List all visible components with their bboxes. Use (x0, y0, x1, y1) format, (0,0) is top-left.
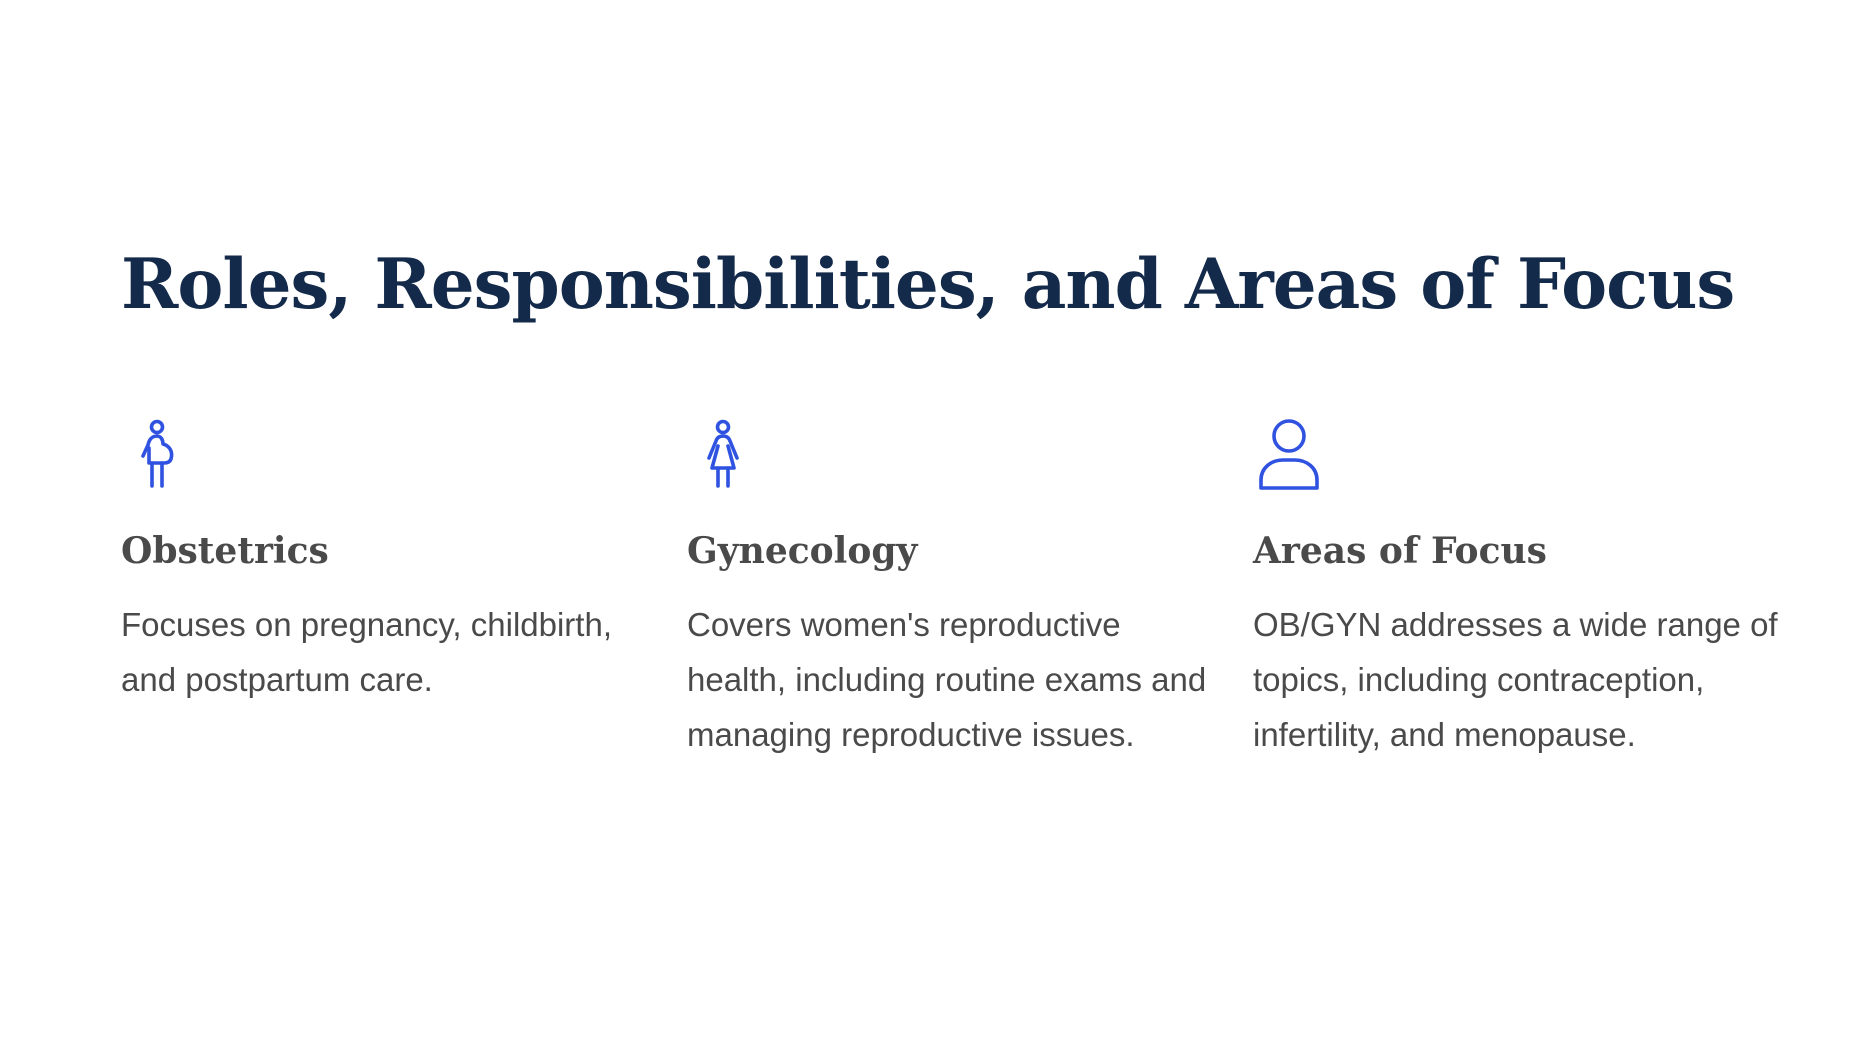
card-title: Obstetrics (121, 530, 329, 572)
card-areas-of-focus: Areas of Focus OB/GYN addresses a wide r… (1253, 418, 1783, 762)
card-gynecology: Gynecology Covers women's reproductive h… (687, 418, 1217, 762)
card-obstetrics: Obstetrics Focuses on pregnancy, childbi… (121, 418, 651, 707)
card-description: OB/GYN addresses a wide range of topics,… (1253, 606, 1778, 754)
person-icon (1253, 418, 1325, 490)
pregnant-woman-icon (121, 418, 193, 490)
card-description: Focuses on pregnancy, childbirth, and po… (121, 606, 612, 699)
slide: Roles, Responsibilities, and Areas of Fo… (121, 244, 1778, 753)
card-title: Gynecology (687, 530, 918, 572)
card-title: Areas of Focus (1253, 530, 1547, 572)
woman-icon (687, 418, 759, 490)
page-title: Roles, Responsibilities, and Areas of Fo… (121, 244, 1735, 325)
card-description: Covers women's reproductive health, incl… (687, 606, 1207, 754)
